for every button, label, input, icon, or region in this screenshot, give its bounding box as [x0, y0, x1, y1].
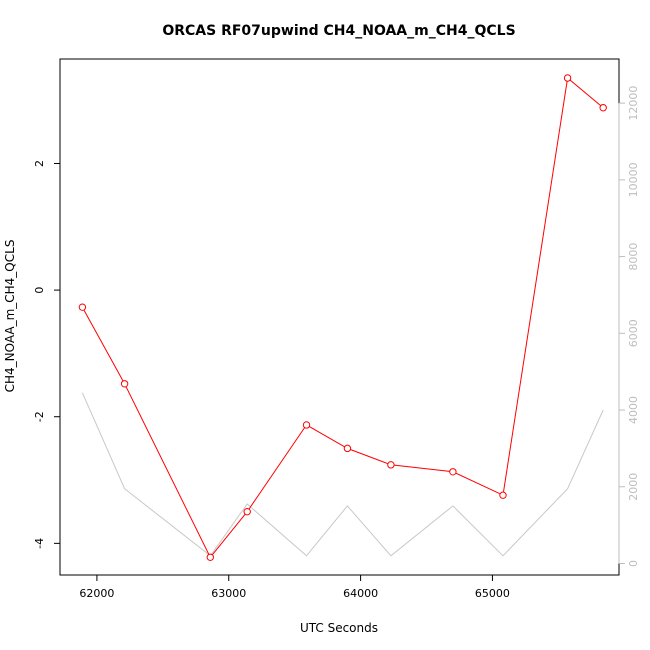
y2-tick-label: 10000	[627, 162, 640, 197]
data-point	[563, 74, 572, 82]
data-point	[499, 491, 507, 499]
series-line-gray	[81, 392, 604, 557]
y-tick-label: 0	[33, 287, 46, 294]
x-tick-label: 62000	[79, 587, 114, 600]
y-tick-label: -4	[33, 538, 46, 549]
x-axis-title: UTC Seconds	[300, 621, 378, 635]
data-point	[120, 380, 129, 388]
data-point	[78, 303, 87, 311]
y2-tick-label: 12000	[627, 86, 640, 121]
x-axis: 62000 63000 64000 65000	[79, 574, 510, 600]
chart-title: ORCAS RF07upwind CH4_NOAA_m_CH4_QCLS	[162, 23, 515, 39]
y-axis-right: 0 2000 4000 6000 8000 10000 12000	[618, 86, 640, 567]
y2-tick-label: 4000	[627, 396, 640, 424]
data-point	[449, 468, 457, 476]
data-point	[243, 507, 251, 516]
data-point	[599, 104, 607, 112]
plot-frame	[59, 58, 620, 576]
y-axis-left: -4 -2 0 2	[33, 160, 61, 549]
data-point	[343, 444, 352, 453]
data-point	[302, 421, 311, 429]
y-tick-label: 2	[33, 160, 46, 167]
y2-tick-label: 0	[627, 560, 640, 567]
y2-tick-label: 8000	[627, 243, 640, 271]
y2-tick-label: 2000	[627, 473, 640, 501]
data-point	[387, 461, 395, 469]
data-point	[206, 553, 214, 561]
y-axis-title: CH4_NOAA_m_CH4_QCLS	[3, 240, 17, 393]
series-line-red	[81, 77, 604, 559]
y2-tick-label: 6000	[627, 319, 640, 347]
series-layer	[78, 74, 607, 561]
x-tick-label: 65000	[475, 587, 510, 600]
x-tick-label: 63000	[211, 587, 246, 600]
y-tick-label: -2	[33, 411, 46, 422]
x-tick-label: 64000	[343, 587, 378, 600]
